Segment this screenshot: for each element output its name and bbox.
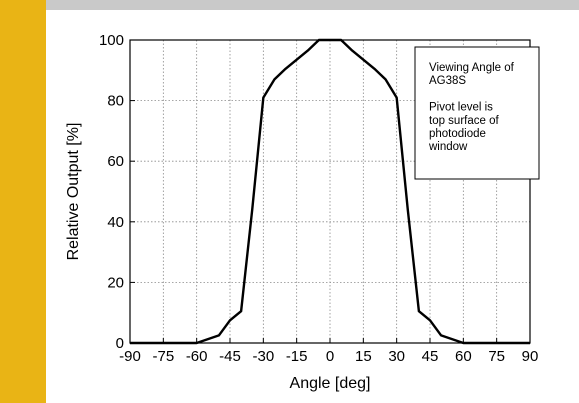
x-tick-label: -90: [119, 348, 141, 365]
annotation-frame: [414, 46, 540, 180]
annotation-line: window: [428, 141, 468, 153]
y-tick-label: 0: [116, 335, 124, 352]
x-tick-label: -75: [152, 348, 174, 365]
x-tick-label: -15: [286, 348, 308, 365]
x-tick-label: -60: [186, 348, 208, 365]
accent-side-bar: [0, 0, 46, 403]
y-tick-label: 80: [107, 93, 124, 110]
annotation-line: AG38S: [429, 75, 466, 87]
y-tick-label: 20: [107, 274, 124, 291]
series-layer: [130, 38, 530, 345]
top-gray-bar: [0, 0, 579, 10]
annotation-line: Viewing Angle of: [429, 62, 515, 74]
series-line: [130, 38, 530, 345]
x-axis-title: Angle [deg]: [290, 375, 371, 392]
x-tick-label: -45: [219, 348, 241, 365]
tick-layer: -90 -75 -60 -45 -30 -15 0 15 30 45 60 75 90 0 20 40 60 80…: [99, 32, 538, 365]
x-tick-label: -30: [252, 348, 274, 365]
x-tick-label: 60: [455, 348, 472, 365]
annotation-line: Pivot level is: [429, 102, 493, 114]
x-tick-label: 15: [355, 348, 372, 365]
annotation-line: photodiode: [429, 128, 486, 140]
x-tick-label: 45: [422, 348, 439, 365]
x-tick-label: 0: [326, 348, 334, 365]
y-tick-label: 40: [107, 214, 124, 231]
y-axis-title: Relative Output [%]: [65, 123, 82, 261]
annotation-line: top surface of: [429, 115, 499, 127]
x-tick-label: 90: [522, 348, 539, 365]
y-tick-label: 60: [107, 153, 124, 170]
y-tick-label: 100: [99, 32, 124, 49]
x-tick-label: 75: [488, 348, 505, 365]
x-tick-label: 30: [388, 348, 405, 365]
